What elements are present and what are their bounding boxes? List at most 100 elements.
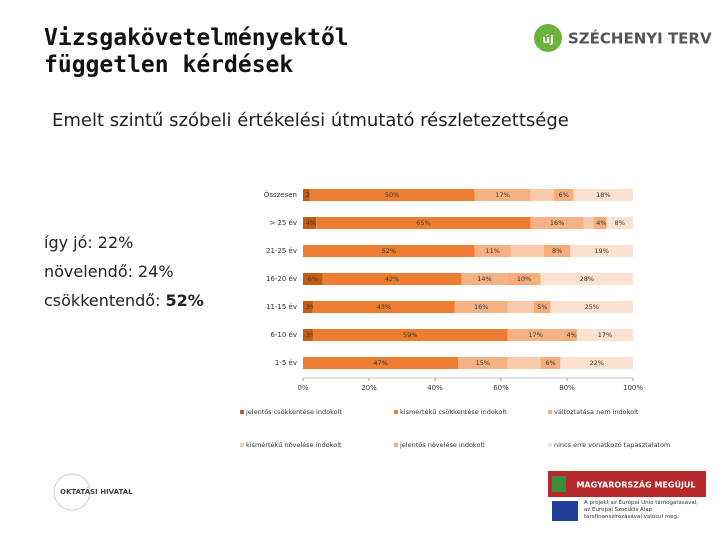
x-tick-label: 60% <box>493 384 509 392</box>
office-text: OKTATÁSI HIVATAL <box>60 487 133 496</box>
bar-segment <box>540 273 633 285</box>
x-tick-label: 100% <box>623 384 643 392</box>
bar-segment <box>458 357 508 369</box>
value-label: 65% <box>416 219 430 227</box>
bar-segment <box>593 217 607 229</box>
legend-label: változtatása nem indokolt <box>554 408 639 416</box>
value-label: 3% <box>306 331 316 339</box>
note-label: növelendő: <box>44 262 133 281</box>
eu-note-box: A projekt az Európai Unió támogatásával,… <box>584 500 699 520</box>
side-note: csökkentendő: 52% <box>44 291 204 310</box>
bar-segment <box>550 301 633 313</box>
bar-segment <box>303 329 313 341</box>
value-label: 6% <box>308 275 318 283</box>
x-tick-label: 0% <box>297 384 308 392</box>
office-logo <box>53 473 91 511</box>
bar-segment <box>560 357 633 369</box>
value-label: 5% <box>537 303 547 311</box>
logo-text: SZÉCHENYI TERV <box>568 29 712 48</box>
legend-label: nincs erre vonatkozó tapasztalatom <box>554 441 670 449</box>
legend-label: kismértékű növelése indokolt <box>246 440 342 449</box>
legend-label: jelentős csökkentése indokolt <box>245 407 342 416</box>
bar-segment <box>474 245 511 257</box>
value-label: 6% <box>545 359 555 367</box>
value-label: 17% <box>528 331 542 339</box>
note-label: csökkentendő: <box>44 291 160 310</box>
logo-circle <box>534 24 562 52</box>
category-label: Összesen <box>264 190 297 199</box>
bar-segment <box>563 329 577 341</box>
value-label: 3% <box>306 303 316 311</box>
note-value: 52% <box>165 291 203 310</box>
flag <box>552 476 566 492</box>
bar-segment <box>303 273 323 285</box>
bar-segment <box>312 329 508 341</box>
bar-segment <box>530 189 554 201</box>
value-label: 43% <box>377 303 391 311</box>
bar-segment <box>576 329 633 341</box>
value-label: 10% <box>517 275 531 283</box>
value-label: 52% <box>382 247 396 255</box>
banner <box>548 471 706 497</box>
side-note: így jó: 22% <box>44 233 133 252</box>
bar-segment <box>322 273 462 285</box>
category-label: 1-5 év <box>275 359 297 367</box>
bar-segment <box>454 301 508 313</box>
bar-segment <box>507 329 564 341</box>
legend-marker <box>548 443 552 447</box>
bar-segment <box>530 217 584 229</box>
bar-segment <box>474 189 531 201</box>
value-label: 25% <box>585 303 599 311</box>
value-label: 17% <box>598 331 612 339</box>
value-label: 18% <box>596 191 610 199</box>
category-label: 6-10 év <box>270 331 297 339</box>
value-label: 16% <box>474 303 488 311</box>
bar-segment <box>543 245 571 257</box>
legend-marker <box>548 410 552 414</box>
note-value: 24% <box>138 262 174 281</box>
bar-segment <box>540 357 561 369</box>
value-label: 14% <box>477 275 491 283</box>
value-label: 4% <box>596 219 606 227</box>
banner-text: MAGYARORSZÁG MEGÚJUL <box>576 479 695 490</box>
value-label: 28% <box>580 275 594 283</box>
bar-segment <box>303 357 459 369</box>
bar-segment <box>573 189 633 201</box>
bar-segment <box>534 301 551 313</box>
side-notes: így jó: 22% növelendő: 24% csökkentendő: 52% <box>44 233 204 310</box>
value-label: 6% <box>559 191 569 199</box>
category-label: > 25 év <box>269 219 297 227</box>
note-value: 22% <box>98 233 134 252</box>
bar-segment <box>507 357 541 369</box>
bar-segment <box>303 301 313 313</box>
value-label: 50% <box>385 191 399 199</box>
chart: 0%20%40%60%80%100%Összesen2%50%17%6%18%>… <box>240 189 670 449</box>
value-label: 4% <box>306 219 316 227</box>
legend-marker <box>240 443 244 447</box>
bar-segment <box>312 301 455 313</box>
category-label: 11-15 év <box>266 303 297 311</box>
note-label: így jó: <box>44 233 93 252</box>
bar-segment <box>553 189 574 201</box>
legend-label: kismértékű csökkentése indokolt <box>400 407 507 416</box>
eu-note: A projekt az Európai Unió támogatásával,… <box>584 500 699 520</box>
value-label: 16% <box>550 219 564 227</box>
bar-segment <box>583 217 594 229</box>
value-label: 19% <box>594 247 608 255</box>
bar-segment <box>303 217 317 229</box>
subtitle: Emelt szintű szóbeli értékelési útmutató… <box>52 110 569 131</box>
legend-label: jelentős növelése indokolt <box>399 440 485 449</box>
bar-segment <box>461 273 508 285</box>
x-tick-label: 20% <box>361 384 377 392</box>
value-label: 11% <box>486 247 500 255</box>
category-label: 16-20 év <box>266 275 297 283</box>
value-label: 8% <box>615 219 625 227</box>
bar-segment <box>606 217 633 229</box>
value-label: 22% <box>589 359 603 367</box>
legend-marker <box>394 410 398 414</box>
legend-marker <box>394 443 398 447</box>
bar-segment <box>309 189 475 201</box>
bar-segment <box>303 245 475 257</box>
